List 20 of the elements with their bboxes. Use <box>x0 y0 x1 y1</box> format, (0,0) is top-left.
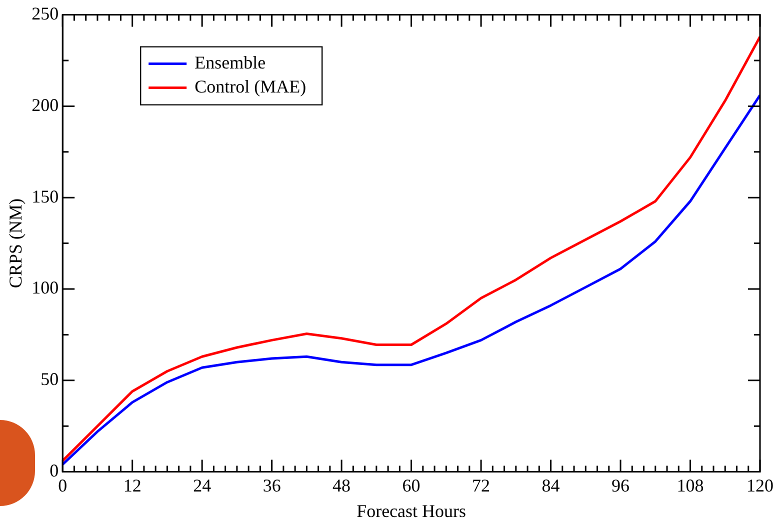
x-tick-label: 12 <box>123 475 142 496</box>
x-tick-label: 84 <box>542 475 560 496</box>
legend-label: Ensemble <box>194 52 266 73</box>
y-tick-label: 0 <box>50 460 59 481</box>
legend-label: Control (MAE) <box>194 76 306 97</box>
y-tick-label: 200 <box>32 94 59 115</box>
x-axis-title: Forecast Hours <box>356 500 466 521</box>
y-tick-label: 100 <box>32 278 59 298</box>
x-tick-label: 72 <box>472 475 490 496</box>
y-axis-title: CRPS (NM) <box>6 198 26 288</box>
x-tick-label: 96 <box>612 475 630 496</box>
y-tick-label: 150 <box>32 186 59 206</box>
x-tick-label: 120 <box>746 475 774 496</box>
x-tick-label: 48 <box>332 475 351 496</box>
x-tick-label: 60 <box>402 475 420 496</box>
x-tick-label: 108 <box>676 475 704 496</box>
y-tick-label: 250 <box>32 4 59 24</box>
x-tick-label: 24 <box>193 475 212 496</box>
x-tick-label: 36 <box>262 475 281 496</box>
y-tick-label: 50 <box>40 369 59 390</box>
